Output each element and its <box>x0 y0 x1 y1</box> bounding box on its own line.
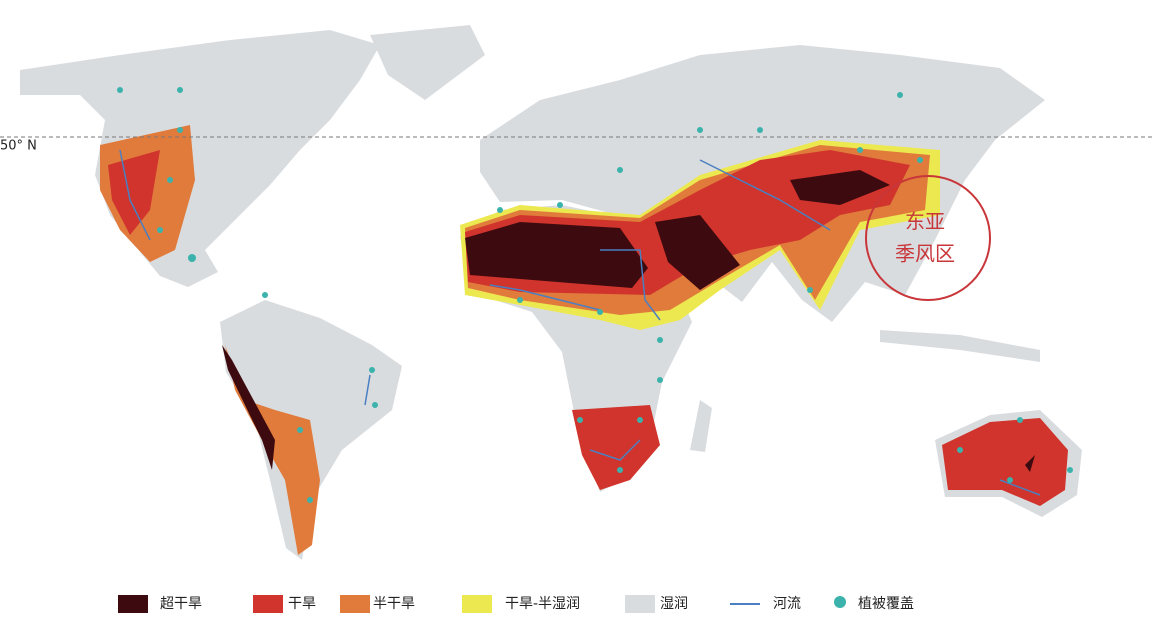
greenland <box>370 25 485 100</box>
river <box>119 149 151 241</box>
australia-arid <box>942 418 1068 506</box>
legend-swatch <box>253 595 283 613</box>
river <box>600 249 661 321</box>
legend-label: 干旱 <box>288 596 316 612</box>
north-america <box>20 30 380 287</box>
legend-label: 河流 <box>773 596 801 612</box>
north-america-arid-core <box>108 150 160 235</box>
legend-swatch <box>462 595 492 613</box>
legend-swatch <box>834 596 846 608</box>
arid-zones <box>100 125 1068 555</box>
indonesia <box>880 330 1040 362</box>
hyper-arid-zone <box>465 170 890 290</box>
river <box>489 284 601 311</box>
vegetation-dots <box>117 87 1073 503</box>
madagascar <box>690 400 712 452</box>
legend-label: 植被覆盖 <box>858 596 914 612</box>
atacama <box>222 345 275 470</box>
legend-swatch <box>118 595 148 613</box>
rivers <box>119 149 1041 496</box>
australia-hyper-arid <box>1025 455 1035 472</box>
river <box>999 479 1041 496</box>
legend-label: 干旱-半湿润 <box>505 596 580 612</box>
river <box>589 439 641 461</box>
legend-swatch <box>340 595 370 613</box>
legend: 超干旱 干旱 半干旱 干旱-半湿润 湿润 河流 植被覆盖 <box>118 595 914 613</box>
southern-africa-arid <box>572 405 660 490</box>
latitude-label: 50° N <box>0 139 37 154</box>
river <box>364 374 371 406</box>
annotation-text: 东亚 <box>905 210 945 234</box>
legend-label: 超干旱 <box>160 596 202 612</box>
annotation-circle <box>865 175 991 301</box>
legend-label: 湿润 <box>660 596 688 612</box>
river <box>699 159 831 231</box>
annotation-text: 季风区 <box>895 242 955 266</box>
legend-swatch <box>625 595 655 613</box>
legend-label: 半干旱 <box>373 596 415 612</box>
